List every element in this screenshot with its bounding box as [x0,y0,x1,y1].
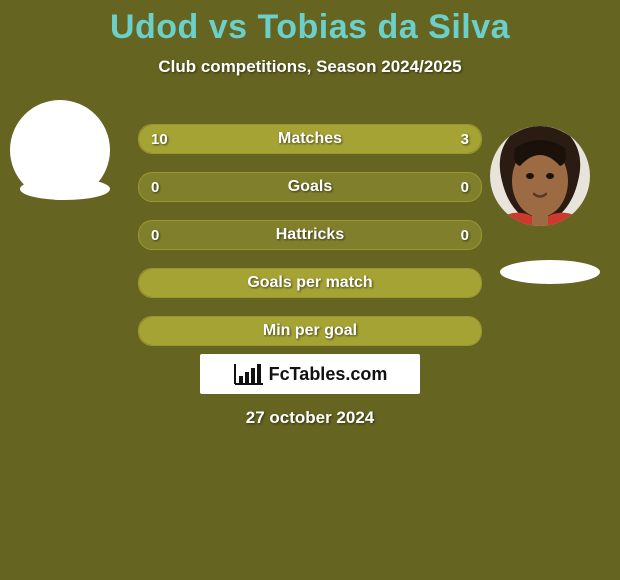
bar-value-right: 3 [461,125,469,153]
bar-chart-icon [233,362,265,386]
avatar-left-shadow [20,178,110,200]
bar-row: Goals per match [138,268,482,298]
bar-value-right: 0 [461,173,469,201]
avatar-left [10,100,110,200]
page-title: Udod vs Tobias da Silva [0,0,620,47]
comparison-card: Udod vs Tobias da Silva Club competition… [0,0,620,580]
bar-label: Goals per match [139,269,481,297]
avatar-right [490,126,590,226]
bar-value-right: 0 [461,221,469,249]
bar-label: Goals [139,173,481,201]
bar-value-left: 0 [151,173,159,201]
bar-row: Min per goal [138,316,482,346]
logo-text: FcTables.com [269,364,388,385]
bar-value-left: 0 [151,221,159,249]
logo: FcTables.com [200,354,420,394]
bar-row: Hattricks0 0 [138,220,482,250]
bar-row: Matches10 3 [138,124,482,154]
bar-value-left: 10 [151,125,168,153]
subtitle: Club competitions, Season 2024/2025 [0,57,620,77]
avatar-right-face [490,126,590,226]
bar-label: Min per goal [139,317,481,345]
bar-row: Goals0 0 [138,172,482,202]
bar-label: Hattricks [139,221,481,249]
bar-label: Matches [139,125,481,153]
date: 27 october 2024 [0,408,620,428]
comparison-bars: Matches103Goals00Hattricks00Goals per ma… [138,124,482,364]
avatar-right-shadow [500,260,600,284]
